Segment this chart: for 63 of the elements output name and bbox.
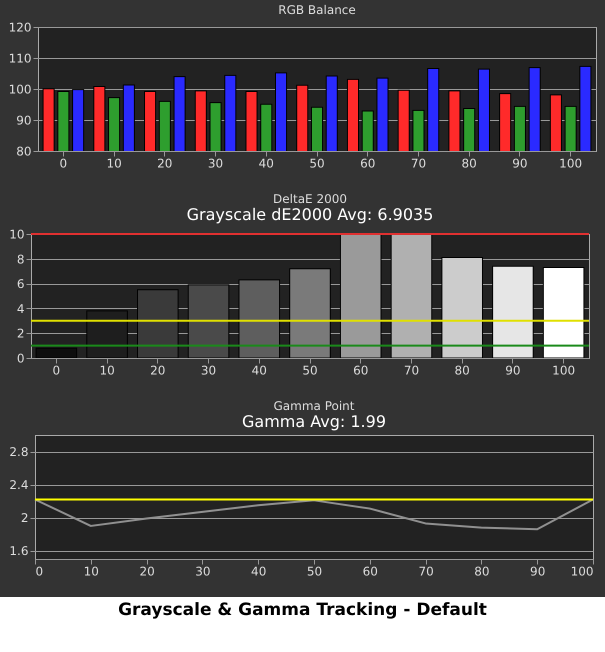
x-tick-label: 80: [462, 156, 477, 170]
x-tick-label: 40: [252, 364, 267, 378]
y-tick-label: 0: [16, 352, 24, 366]
text: Gamma Avg: 1.99: [242, 412, 386, 431]
x-tick-label: 90: [505, 364, 521, 378]
y-tick-label: 2: [16, 326, 24, 341]
x-tick-label: 0: [36, 564, 44, 578]
x-tick-label: 70: [418, 564, 434, 578]
x-tick-label: 100: [559, 156, 582, 170]
x-tick-label: 10: [106, 156, 122, 170]
y-tick-label: 2.8: [9, 445, 28, 460]
x-tick-label: 20: [157, 156, 172, 170]
chart-title: RGB Balance: [278, 3, 356, 17]
x-tick-label: 70: [410, 156, 426, 170]
bar: [289, 268, 331, 358]
x-tick-label: 50: [306, 564, 322, 578]
bar: [238, 279, 280, 358]
y-tick-label: 2: [20, 511, 28, 526]
x-tick-label: 100: [552, 364, 576, 378]
x-tick-label: 60: [362, 564, 378, 578]
x-tick-label: 30: [195, 564, 211, 578]
x-tick-label: 60: [360, 156, 376, 170]
chart-title: Gamma Point: [274, 399, 355, 413]
x-tick-label: 10: [84, 564, 99, 578]
bar: [137, 289, 179, 358]
y-tick-label: 1.6: [9, 544, 28, 558]
x-tick-label: 50: [302, 364, 318, 378]
y-tick-label: 90: [16, 114, 32, 128]
x-tick-label: 50: [309, 156, 325, 170]
bar: [492, 266, 534, 358]
x-tick-label: 10: [99, 364, 115, 378]
x-tick-label: 60: [353, 364, 368, 378]
x-tick-label: 80: [454, 364, 470, 378]
y-tick-label: 110: [8, 52, 32, 66]
x-tick-label: 80: [474, 564, 490, 578]
y-tick-label: 4: [16, 302, 24, 316]
x-tick-label: 90: [530, 564, 546, 578]
bar: [441, 257, 483, 358]
y-tick-label: 100: [8, 82, 32, 96]
y-tick-label: 120: [8, 20, 32, 34]
x-tick-label: 0: [52, 364, 60, 378]
y-tick-label: 10: [9, 228, 24, 242]
y-tick-label: 80: [16, 144, 32, 158]
text: Grayscale dE2000 Avg: 6.9035: [186, 205, 434, 224]
x-tick-label: 100: [570, 564, 594, 578]
x-tick-label: 70: [404, 364, 420, 378]
x-tick-label: 30: [200, 364, 216, 378]
x-tick-label: 0: [60, 156, 68, 170]
y-tick-label: 6: [16, 277, 24, 292]
x-tick-label: 20: [150, 364, 166, 378]
x-tick-label: 90: [512, 156, 528, 170]
bar: [188, 284, 230, 358]
x-tick-label: 30: [208, 156, 224, 170]
x-tick-label: 40: [251, 564, 266, 578]
x-tick-label: 40: [258, 156, 274, 170]
chart-title: DeltaE 2000: [273, 192, 347, 206]
y-tick-label: 2.4: [9, 478, 28, 492]
x-tick-label: 20: [139, 564, 155, 578]
bar: [542, 266, 584, 358]
line-series: [34, 498, 594, 530]
bar: [36, 348, 78, 358]
text: Grayscale & Gamma Tracking - Default: [117, 599, 488, 620]
y-tick-label: 8: [16, 252, 24, 266]
